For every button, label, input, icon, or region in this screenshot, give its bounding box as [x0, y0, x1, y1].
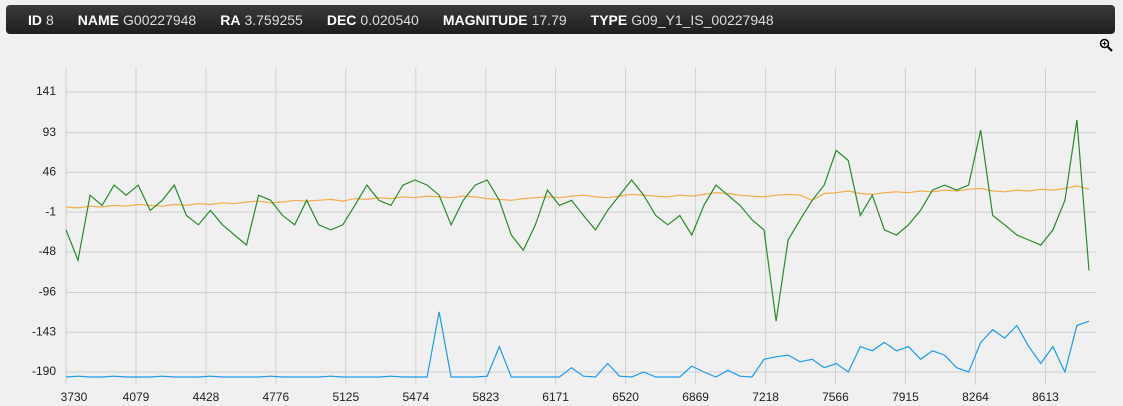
x-tick-label: 5823	[472, 390, 499, 404]
x-tick-label: 8264	[962, 390, 989, 404]
field-label: TYPE	[590, 11, 628, 28]
y-tick-label: -96	[39, 285, 57, 299]
field-label: MAGNITUDE	[442, 11, 528, 28]
x-tick-label: 7218	[752, 390, 779, 404]
header-field: MAGNITUDE 17.79	[443, 12, 567, 28]
y-tick-label: -190	[32, 364, 56, 378]
field-value: G09_Y1_IS_00227948	[631, 11, 774, 28]
header-field: NAME G00227948	[78, 12, 196, 28]
field-value: 0.020540	[360, 11, 419, 28]
series-line	[65, 119, 1090, 322]
header-field: ID 8	[28, 12, 54, 28]
x-tick-label: 3730	[61, 390, 88, 404]
field-label: ID	[28, 11, 42, 28]
y-tick-label: 141	[36, 84, 56, 98]
x-tick-label: 7915	[892, 390, 919, 404]
header-field: RA 3.759255	[220, 12, 303, 28]
x-tick-label: 4428	[193, 390, 220, 404]
field-value: 17.79	[531, 11, 567, 28]
series-line	[65, 185, 1090, 209]
header-field: DEC 0.020540	[327, 12, 419, 28]
field-value: 8	[46, 11, 54, 28]
field-label: NAME	[77, 11, 120, 28]
x-tick-label: 5474	[402, 390, 429, 404]
x-tick-label: 6520	[612, 390, 639, 404]
x-tick-label: 4079	[123, 390, 150, 404]
field-value: 3.759255	[244, 11, 303, 28]
y-tick-label: -143	[32, 324, 56, 338]
field-label: RA	[220, 11, 241, 28]
x-tick-label: 8613	[1032, 390, 1059, 404]
y-tick-label: -48	[39, 244, 57, 258]
y-tick-label: -1	[45, 204, 56, 218]
header-field: TYPE G09_Y1_IS_00227948	[591, 12, 774, 28]
y-tick-label: 93	[43, 125, 57, 139]
field-label: DEC	[326, 11, 357, 28]
y-tick-label: 46	[43, 165, 57, 179]
field-value: G00227948	[123, 11, 197, 28]
x-tick-label: 6869	[682, 390, 709, 404]
header-bar: ID 8 NAME G00227948 RA 3.759255 DEC 0.020540 MAG…	[6, 5, 1115, 34]
x-tick-label: 6171	[542, 390, 569, 404]
x-tick-label: 7566	[822, 390, 849, 404]
zoom-icon[interactable]	[1099, 38, 1113, 52]
x-tick-label: 4776	[262, 390, 289, 404]
x-tick-label: 5125	[332, 390, 359, 404]
series-line	[65, 311, 1090, 378]
